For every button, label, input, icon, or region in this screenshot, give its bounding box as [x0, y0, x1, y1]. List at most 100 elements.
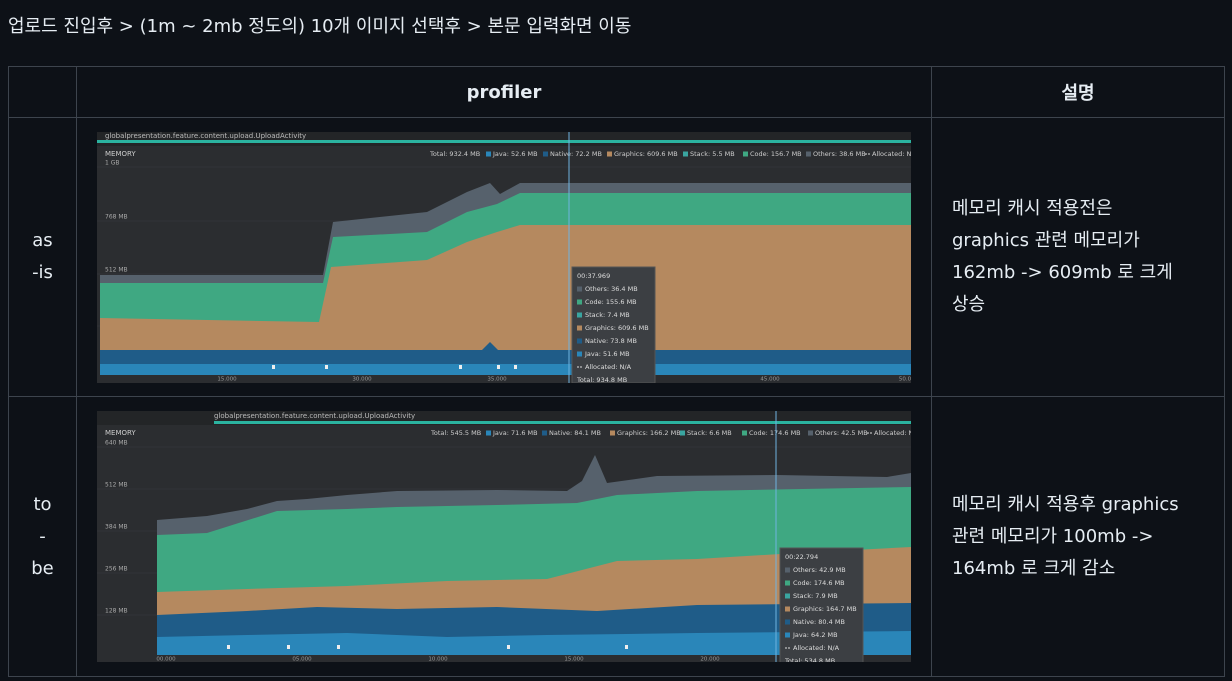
- y-label: 128 MB: [105, 608, 128, 615]
- x-label: 20.000: [700, 657, 720, 663]
- legend-entry: Native: 84.1 MB: [549, 429, 601, 437]
- memory-label: MEMORY: [105, 150, 136, 158]
- tooltip-line: Others: 42.9 MB: [793, 566, 846, 574]
- event-marker: [227, 645, 230, 649]
- legend-swatch: [486, 151, 491, 156]
- tooltip-line: Allocated: N/A: [585, 363, 632, 371]
- tooltip-line: Others: 36.4 MB: [585, 285, 638, 293]
- y-label: 512 MB: [105, 482, 128, 489]
- tooltip-line: Java: 64.2 MB: [792, 631, 838, 639]
- table: profiler 설명 as -is globalpresentation.fea…: [8, 66, 1225, 677]
- description-line: 메모리 캐시 적용전은: [952, 198, 1113, 219]
- legend-swatch: [542, 430, 547, 436]
- legend-swatch: [742, 430, 747, 436]
- legend-entry: Stack: 5.5 MB: [690, 150, 735, 158]
- row: as -is globalpresentation.feature.content…: [8, 117, 1225, 397]
- description-line: 메모리 캐시 적용후 graphics: [952, 493, 1179, 515]
- description-line: 관련 메모리가 100mb ->: [952, 525, 1154, 547]
- header-cell: profiler: [76, 66, 932, 118]
- tooltip-line: Native: 80.4 MB: [793, 618, 845, 626]
- event-marker: [325, 364, 328, 369]
- legend-swatch: [808, 430, 813, 436]
- y-label: 1 GB: [105, 159, 120, 166]
- memory-area: [100, 224, 911, 375]
- label-cell: to - be: [8, 396, 77, 677]
- tooltip-swatch: [577, 299, 582, 304]
- event-marker: [514, 364, 517, 369]
- event-marker: [625, 645, 628, 649]
- memory-label: MEMORY: [105, 429, 136, 437]
- legend-entry: Java: 52.6 MB: [492, 150, 538, 158]
- row: to - be globalpresentation.feature.content…: [8, 396, 1225, 677]
- x-label: 00.000: [156, 657, 176, 663]
- tooltip-line: Graphics: 609.6 MB: [585, 324, 649, 332]
- tooltip: [571, 266, 656, 383]
- description-line: 162mb -> 609mb 로 크게: [952, 262, 1173, 283]
- tooltip-line: Allocated: N/A: [793, 644, 840, 652]
- x-axis: [97, 655, 911, 662]
- y-label: 512 MB: [105, 266, 128, 273]
- tooltip-swatch: [577, 312, 582, 317]
- x-label: 15.000: [564, 657, 584, 663]
- activity-line: [97, 139, 911, 143]
- x-axis: [97, 374, 911, 383]
- y-label: 768 MB: [105, 213, 128, 220]
- tooltip-swatch: [577, 351, 582, 356]
- legend-entry: Graphics: 166.2 MB: [617, 429, 681, 437]
- tooltip-swatch: [785, 593, 790, 599]
- x-label: 50.0: [899, 376, 911, 382]
- memory-area: [157, 631, 911, 655]
- description-line: 164mb 로 크게 감소: [952, 557, 1116, 579]
- legend-entry: Allocated: N/A: [872, 150, 911, 158]
- tooltip-line: Stack: 7.9 MB: [793, 592, 838, 600]
- legend-entry: Graphics: 609.6 MB: [614, 150, 678, 158]
- x-label: 05.000: [292, 657, 312, 663]
- title: 업로드 진입후 > (1m ~ 2mb 정도의) 10개 이미지 선택후 > 본…: [8, 16, 632, 37]
- event-marker: [287, 645, 290, 649]
- legend-entry: Stack: 6.6 MB: [687, 429, 732, 437]
- header-row: profiler 설명: [8, 66, 1225, 118]
- tooltip: [779, 547, 864, 662]
- profiler-screenshot: globalpresentation.feature.content.uploa…: [97, 131, 911, 383]
- activity: globalpresentation.feature.content.uploa…: [105, 132, 306, 140]
- event-marker: [459, 364, 462, 369]
- memory-area: [100, 363, 911, 375]
- tooltip-swatch: [785, 580, 790, 586]
- legend-entry: Java: 71.6 MB: [492, 429, 538, 437]
- legend-swatch: [743, 151, 748, 156]
- legend-entry: Total: 545.5 MB: [430, 429, 481, 437]
- event-marker: [337, 645, 340, 649]
- tooltip-swatch: [785, 619, 790, 625]
- y-label: 640 MB: [105, 440, 128, 447]
- profiler-cell: globalpresentation.feature.content.uploa…: [76, 117, 932, 397]
- tooltip-line: Code: 174.6 MB: [793, 579, 845, 587]
- row-label: as: [32, 230, 53, 251]
- tooltip-line: Native: 73.8 MB: [585, 337, 637, 345]
- x-label: 10.000: [428, 657, 448, 663]
- activity: globalpresentation.feature.content.uploa…: [214, 412, 415, 420]
- event-marker: [272, 364, 275, 369]
- legend-swatch: [486, 430, 491, 436]
- event-marker: [497, 364, 500, 369]
- tooltip-line: Total: 534.8 MB: [784, 657, 835, 662]
- x-label: 15.000: [217, 376, 237, 382]
- description-line: graphics 관련 메모리가: [952, 230, 1140, 251]
- row-label: -: [39, 525, 46, 547]
- tooltip-line: Java: 51.6 MB: [584, 350, 630, 358]
- tooltip-line: Stack: 7.4 MB: [585, 311, 630, 319]
- x-label: 35.000: [487, 376, 507, 382]
- tooltip-line: Code: 155.6 MB: [585, 298, 637, 306]
- legend-entry: Others: 38.6 MB: [813, 150, 866, 158]
- row-label: be: [31, 557, 54, 579]
- description-cell: 메모리 캐시 적용후 graphics 관련 메모리가 100mb -> 164mb…: [931, 396, 1225, 677]
- y-label: 384 MB: [105, 524, 128, 531]
- tooltip-swatch: [577, 286, 582, 291]
- legend-entry: Total: 932.4 MB: [429, 150, 480, 158]
- legend-swatch: [680, 430, 685, 436]
- x-label: 45.000: [760, 376, 780, 382]
- tooltip-line: 00:22.794: [785, 553, 818, 561]
- header-cell: [8, 66, 77, 118]
- legend-swatch: [610, 430, 615, 436]
- row-label: -is: [32, 262, 53, 283]
